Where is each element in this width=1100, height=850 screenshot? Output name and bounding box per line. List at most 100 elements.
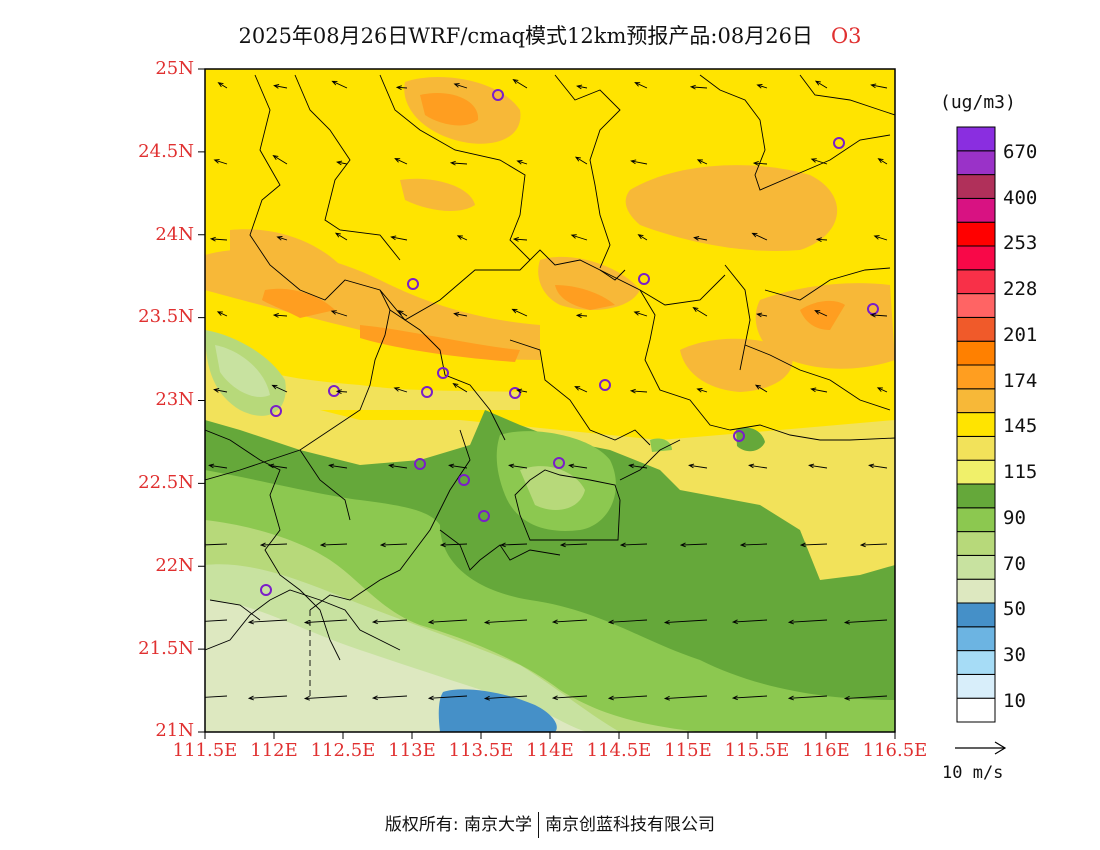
wind-arrow xyxy=(551,619,588,625)
wind-arrow xyxy=(808,463,828,469)
wind-arrow xyxy=(696,388,708,393)
wind-arrow xyxy=(453,83,468,89)
wind-arrow xyxy=(247,619,288,625)
lon-label: 116.5E xyxy=(862,740,928,761)
lon-label: 112.5E xyxy=(310,740,376,761)
wind-arrow xyxy=(873,235,888,241)
colorbar-label: 50 xyxy=(1003,598,1026,620)
wind-arrow xyxy=(787,695,828,701)
wind-arrow xyxy=(390,235,408,241)
lat-label: 23.5N xyxy=(138,306,194,327)
wind-arrow xyxy=(394,158,408,165)
monitoring-stations xyxy=(260,89,879,596)
wind-arrow xyxy=(810,387,828,393)
wind-arrow xyxy=(663,619,708,625)
wind-arrow xyxy=(696,159,708,165)
wind-arrow xyxy=(876,387,888,393)
wind-arrow xyxy=(810,158,828,165)
wind-arrow xyxy=(499,542,528,548)
wind-arrow xyxy=(371,619,408,625)
species-label: O3 xyxy=(830,24,862,48)
wind-arrow xyxy=(427,695,468,701)
boundary-lines xyxy=(205,74,895,700)
axis-ticks xyxy=(198,68,896,739)
wind-arrow xyxy=(303,695,348,701)
wind-arrow xyxy=(331,80,348,89)
wind-arrow xyxy=(748,463,768,469)
copyright-left: 版权所有: 南京大学 xyxy=(384,815,533,835)
colorbar-swatch xyxy=(956,507,996,533)
wind-arrow xyxy=(574,386,588,393)
lat-label: 24N xyxy=(155,224,194,245)
wind-arrow xyxy=(637,234,648,241)
wind-arrow xyxy=(754,384,768,393)
colorbar-unit: (ug/m3) xyxy=(940,92,1016,113)
wind-arrow xyxy=(877,158,888,165)
colorbar-swatch xyxy=(956,174,996,199)
wind-arrow xyxy=(449,160,468,166)
wind-arrow xyxy=(869,312,888,318)
wind-arrow xyxy=(395,85,408,90)
colorbar-label: 228 xyxy=(1003,278,1038,300)
wind-arrow xyxy=(272,155,288,165)
wind-arrow xyxy=(607,619,648,625)
wind-arrow xyxy=(634,82,648,89)
reference-vector-label: 10 m/s xyxy=(942,763,1004,783)
lon-label: 114E xyxy=(526,740,574,761)
colorbar-swatch xyxy=(956,364,996,390)
wind-arrow xyxy=(607,695,648,701)
wind-arrow xyxy=(731,695,768,701)
wind-arrow xyxy=(751,232,768,241)
colorbar-label: 253 xyxy=(1003,232,1038,254)
wind-arrow xyxy=(575,313,588,318)
wind-arrow xyxy=(209,236,228,242)
wind-arrow xyxy=(205,619,228,622)
colorbar-swatch xyxy=(956,221,996,247)
lon-label: 116E xyxy=(802,740,850,761)
wind-arrow xyxy=(576,84,588,90)
colorbar-label: 30 xyxy=(1003,644,1026,666)
lat-label: 21.5N xyxy=(138,638,194,659)
wind-arrow xyxy=(268,463,288,469)
footer: 版权所有: 南京大学 南京创蓝科技有限公司 xyxy=(0,810,1100,838)
wind-arrow xyxy=(843,695,888,701)
wind-arrow xyxy=(512,237,528,242)
lat-label: 23N xyxy=(155,389,194,410)
wind-arrow xyxy=(273,84,288,89)
wind-arrow xyxy=(371,695,408,701)
wind-arrow xyxy=(511,308,528,317)
colorbar-swatch xyxy=(956,459,996,485)
wind-arrow xyxy=(483,695,528,701)
wind-arrow xyxy=(319,542,348,548)
lat-label: 21N xyxy=(155,720,194,741)
wind-arrow xyxy=(843,619,888,625)
wind-arrow xyxy=(336,160,348,166)
reference-arrow xyxy=(955,741,1007,755)
wind-arrow xyxy=(739,542,768,548)
wind-arrow xyxy=(335,389,348,394)
wind-arrow xyxy=(859,542,888,548)
wind-arrow xyxy=(328,463,348,469)
copyright-right: 南京创蓝科技有限公司 xyxy=(545,815,716,835)
wind-arrow xyxy=(213,388,228,393)
wind-arrow xyxy=(516,160,528,165)
wind-arrow xyxy=(452,383,468,393)
wind-arrow xyxy=(689,84,708,90)
wind-arrow xyxy=(693,236,708,241)
colorbar-swatch xyxy=(956,412,996,437)
colorbar-label: 10 xyxy=(1003,690,1026,712)
wind-arrow xyxy=(814,80,828,89)
wind-arrow xyxy=(393,387,408,393)
colorbar-label: 70 xyxy=(1003,553,1026,575)
wind-arrow xyxy=(799,542,828,548)
wind-arrow xyxy=(439,542,468,548)
colorbar-label: 90 xyxy=(1003,507,1026,529)
colorbar-swatch xyxy=(956,435,996,461)
wind-arrow xyxy=(483,619,528,625)
wind-arrow xyxy=(334,232,348,241)
wind-arrow xyxy=(559,542,588,548)
wind-arrow xyxy=(688,463,708,469)
wind-arrow xyxy=(208,463,228,469)
lon-label: 114.5E xyxy=(586,740,652,761)
